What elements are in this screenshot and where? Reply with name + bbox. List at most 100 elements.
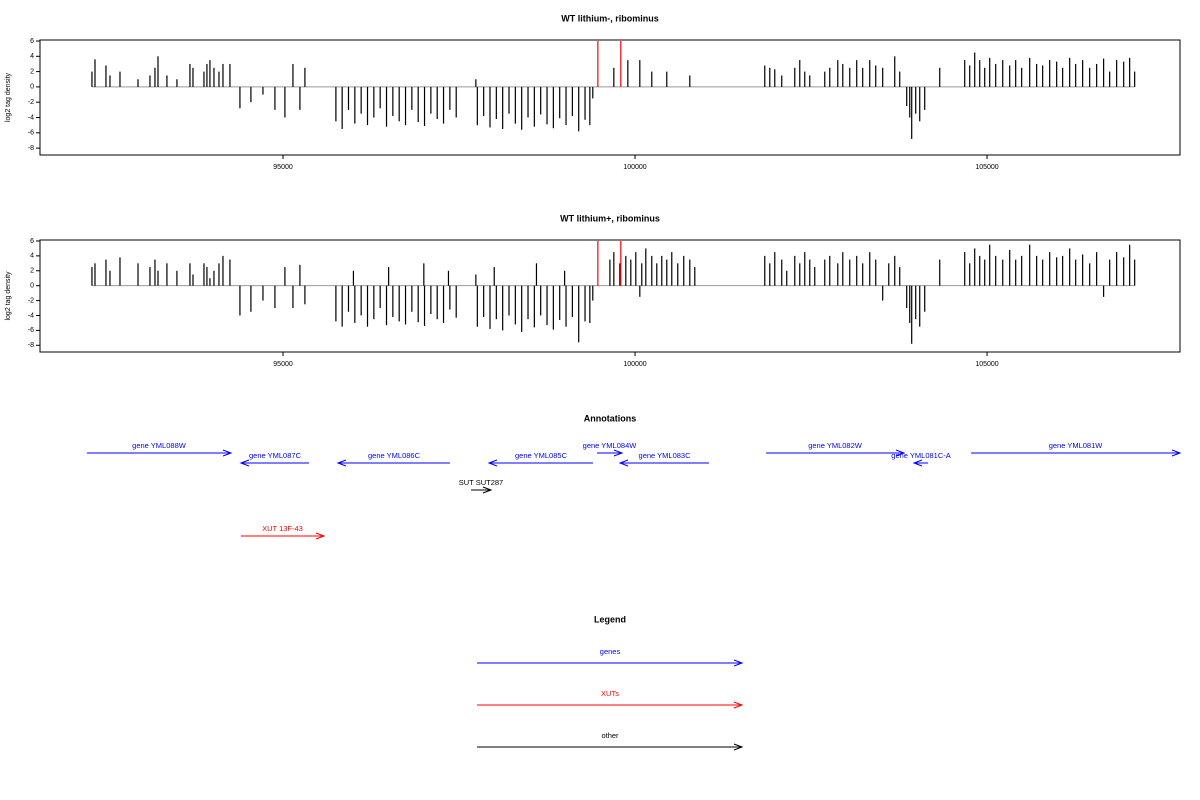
bar bbox=[909, 285, 911, 323]
bar bbox=[578, 285, 580, 343]
bar bbox=[849, 259, 851, 286]
bar bbox=[455, 285, 457, 318]
bar bbox=[1116, 252, 1118, 286]
bar bbox=[304, 67, 306, 87]
bar bbox=[495, 86, 497, 120]
bar bbox=[166, 75, 168, 87]
bar bbox=[388, 267, 390, 286]
bar bbox=[824, 71, 826, 87]
x-tick-label: 100000 bbox=[623, 164, 646, 171]
legend-line-head bbox=[733, 701, 744, 709]
bar bbox=[592, 86, 594, 99]
bar bbox=[392, 86, 394, 116]
bar bbox=[546, 285, 548, 326]
feature-label: SUT SUT287 bbox=[459, 478, 503, 487]
bar bbox=[449, 285, 451, 310]
bar bbox=[869, 60, 871, 87]
bar bbox=[1056, 257, 1058, 286]
bar bbox=[888, 263, 890, 286]
y-tick-label: 2 bbox=[30, 268, 34, 275]
bar bbox=[989, 244, 991, 286]
bar bbox=[639, 285, 641, 297]
bar bbox=[964, 252, 966, 286]
bar bbox=[781, 75, 783, 87]
panel-title: WT lithium+, ribominus bbox=[560, 213, 660, 223]
bar bbox=[540, 285, 542, 316]
bar bbox=[533, 86, 535, 127]
bar bbox=[909, 86, 911, 118]
bar bbox=[837, 263, 839, 286]
bar bbox=[875, 259, 877, 286]
bar bbox=[442, 86, 445, 124]
bar bbox=[924, 285, 926, 312]
bar bbox=[514, 86, 516, 124]
feature-label: gene YML081C-A bbox=[891, 451, 950, 460]
y-tick-label: -8 bbox=[28, 342, 34, 349]
bar bbox=[373, 285, 375, 320]
legend-label: genes bbox=[600, 647, 621, 656]
feature-arrowhead bbox=[487, 459, 498, 467]
bar bbox=[974, 248, 976, 286]
bar bbox=[385, 285, 388, 326]
bar bbox=[209, 278, 211, 286]
feature-arrowhead bbox=[482, 486, 493, 494]
bar bbox=[804, 252, 806, 286]
bar bbox=[625, 255, 627, 286]
feature-label: gene YML088W bbox=[132, 441, 187, 450]
bar bbox=[552, 285, 554, 330]
bar bbox=[284, 86, 286, 118]
feature-arrowhead bbox=[613, 449, 624, 457]
bar bbox=[552, 86, 554, 129]
bar bbox=[1036, 255, 1038, 286]
bar bbox=[292, 63, 294, 87]
bar bbox=[630, 259, 632, 286]
bar bbox=[366, 285, 369, 327]
bar bbox=[1002, 259, 1004, 286]
bar bbox=[157, 56, 159, 87]
bar bbox=[809, 75, 811, 87]
bar bbox=[774, 69, 776, 87]
bar bbox=[1049, 60, 1051, 87]
bar bbox=[514, 285, 516, 325]
bar bbox=[1109, 259, 1111, 286]
bar bbox=[1049, 252, 1051, 286]
bar bbox=[995, 255, 997, 286]
bar bbox=[856, 255, 858, 286]
bar bbox=[627, 60, 629, 87]
bar bbox=[856, 60, 858, 87]
bar bbox=[274, 86, 276, 110]
bar bbox=[385, 86, 388, 127]
bar bbox=[533, 285, 535, 328]
bar bbox=[911, 285, 913, 344]
bar bbox=[157, 270, 159, 286]
bar bbox=[1069, 248, 1071, 286]
feature-arrowhead bbox=[336, 459, 347, 467]
bar bbox=[239, 86, 241, 109]
bar bbox=[154, 67, 156, 87]
y-tick-label: -6 bbox=[28, 327, 34, 334]
bar bbox=[304, 285, 306, 305]
legend-label: XUTs bbox=[601, 689, 619, 698]
bar bbox=[1129, 244, 1131, 286]
bar bbox=[919, 86, 921, 122]
feature-arrowhead bbox=[239, 459, 250, 467]
bar bbox=[906, 285, 908, 309]
bar bbox=[366, 86, 369, 126]
bar bbox=[592, 285, 594, 301]
bar bbox=[527, 285, 529, 320]
bar bbox=[559, 285, 561, 320]
bar bbox=[489, 86, 491, 128]
bar bbox=[1036, 63, 1038, 87]
bar bbox=[814, 267, 816, 286]
bar bbox=[203, 263, 205, 286]
bar bbox=[924, 86, 926, 110]
bar bbox=[683, 255, 685, 286]
feature-arrowhead bbox=[222, 449, 233, 457]
y-tick-label: -2 bbox=[28, 297, 34, 304]
bar bbox=[969, 263, 971, 286]
bar bbox=[442, 285, 445, 323]
bar bbox=[1069, 57, 1071, 87]
bar bbox=[666, 259, 668, 286]
bar bbox=[335, 86, 337, 122]
bar bbox=[476, 285, 478, 327]
